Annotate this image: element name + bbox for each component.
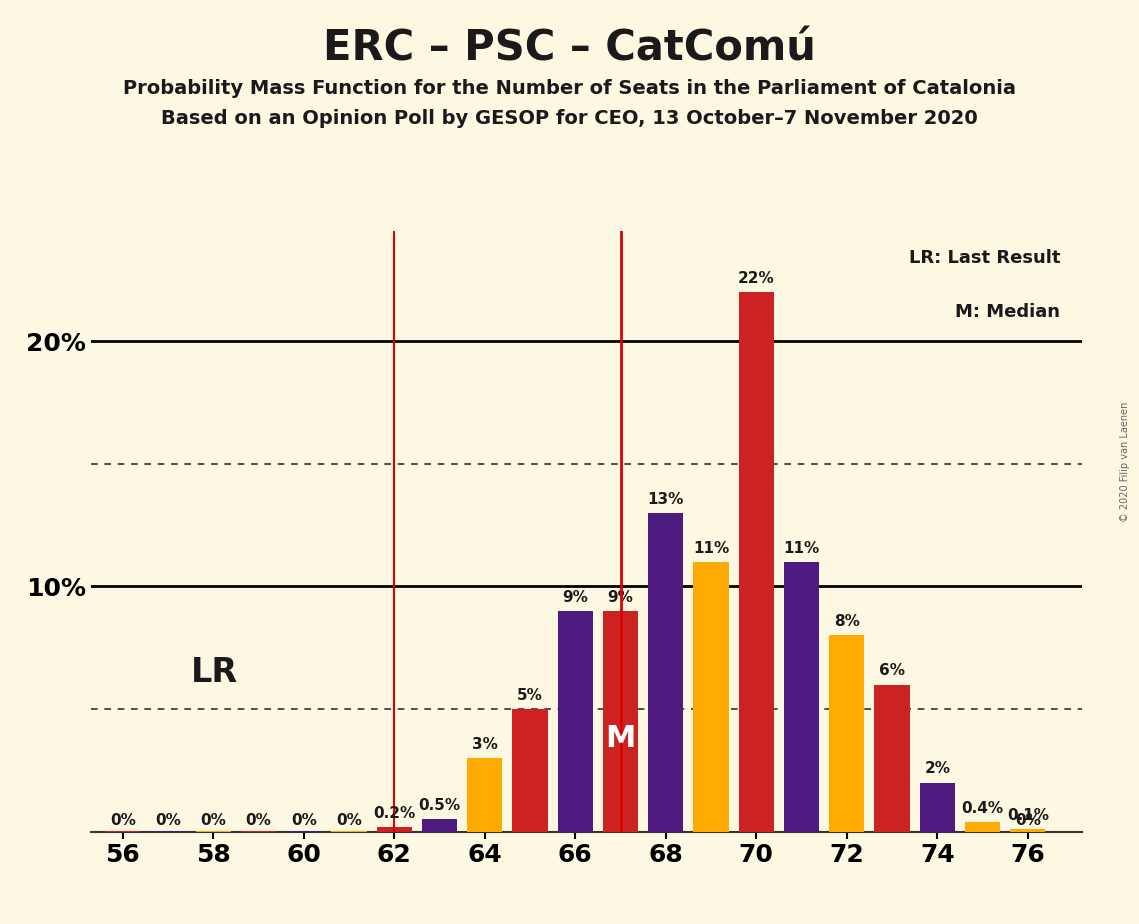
Bar	[1010, 829, 1046, 832]
Text: 11%: 11%	[784, 541, 820, 556]
Text: 0%: 0%	[290, 813, 317, 828]
Text: M: Median: M: Median	[956, 303, 1060, 321]
Text: 13%: 13%	[648, 492, 683, 506]
Text: 9%: 9%	[607, 590, 633, 605]
Text: Probability Mass Function for the Number of Seats in the Parliament of Catalonia: Probability Mass Function for the Number…	[123, 79, 1016, 98]
Text: 22%: 22%	[738, 271, 775, 286]
Bar	[738, 292, 773, 832]
Bar	[467, 758, 502, 832]
Bar	[513, 709, 548, 832]
Text: 2%: 2%	[924, 761, 950, 776]
Text: 11%: 11%	[693, 541, 729, 556]
Bar	[377, 827, 412, 832]
Bar	[648, 513, 683, 832]
Text: 0%: 0%	[109, 813, 136, 828]
Text: 0.4%: 0.4%	[961, 801, 1003, 816]
Bar	[603, 611, 638, 832]
Bar	[421, 820, 457, 832]
Text: 0.1%: 0.1%	[1007, 808, 1049, 823]
Text: 9%: 9%	[563, 590, 588, 605]
Text: 0%: 0%	[155, 813, 181, 828]
Bar	[694, 562, 729, 832]
Text: M: M	[605, 724, 636, 753]
Text: 3%: 3%	[472, 737, 498, 752]
Text: 5%: 5%	[517, 687, 543, 703]
Text: © 2020 Filip van Laenen: © 2020 Filip van Laenen	[1121, 402, 1130, 522]
Bar	[829, 636, 865, 832]
Bar	[919, 783, 954, 832]
Text: 0.5%: 0.5%	[418, 798, 460, 813]
Text: 6%: 6%	[879, 663, 906, 678]
Text: 0.2%: 0.2%	[374, 806, 416, 821]
Bar	[875, 685, 910, 832]
Text: LR: Last Result: LR: Last Result	[909, 249, 1060, 267]
Bar	[558, 611, 593, 832]
Text: ERC – PSC – CatComú: ERC – PSC – CatComú	[323, 28, 816, 69]
Text: 8%: 8%	[834, 614, 860, 629]
Text: 0%: 0%	[1015, 813, 1041, 828]
Text: 0%: 0%	[336, 813, 362, 828]
Bar	[784, 562, 819, 832]
Text: 0%: 0%	[246, 813, 271, 828]
Text: Based on an Opinion Poll by GESOP for CEO, 13 October–7 November 2020: Based on an Opinion Poll by GESOP for CE…	[161, 109, 978, 128]
Bar	[965, 821, 1000, 832]
Text: 0%: 0%	[200, 813, 227, 828]
Text: LR: LR	[190, 656, 238, 689]
